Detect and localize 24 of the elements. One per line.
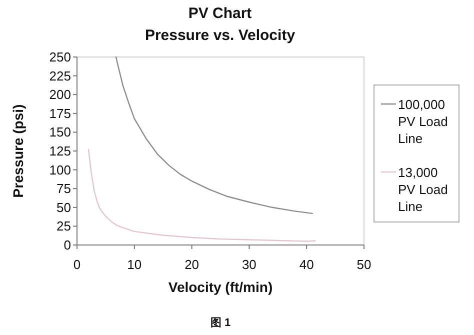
ytick: 100 — [49, 162, 71, 178]
ytick: 125 — [49, 144, 71, 158]
ytick: 150 — [49, 124, 71, 140]
ytick: 0 — [64, 238, 71, 252]
xtick: 50 — [356, 257, 372, 272]
ylabel: Pressure (psi) — [10, 104, 26, 198]
ytick: 50 — [56, 200, 71, 215]
ytick: 175 — [49, 106, 71, 121]
subtitle: Pressure vs. Velocity — [144, 27, 296, 44]
ytick: 200 — [49, 87, 71, 102]
legend-label: 100,000 PV Load Line — [398, 97, 448, 146]
xtick: 40 — [299, 257, 314, 272]
annotation: 图 1 — [210, 317, 231, 329]
ytick: 225 — [49, 68, 71, 84]
ytick: 25 — [56, 218, 71, 234]
xtick: 0 — [73, 257, 81, 272]
xtick: 10 — [127, 257, 142, 272]
xtick: 20 — [184, 257, 200, 272]
xtick: 30 — [242, 257, 256, 272]
title: PV Chart — [188, 5, 252, 22]
ytick: 250 — [49, 50, 71, 64]
xlabel: Velocity (ft/min) — [168, 279, 273, 295]
ytick: 75 — [56, 181, 71, 196]
legend-label: 13,000 PV Load Line — [398, 165, 448, 214]
